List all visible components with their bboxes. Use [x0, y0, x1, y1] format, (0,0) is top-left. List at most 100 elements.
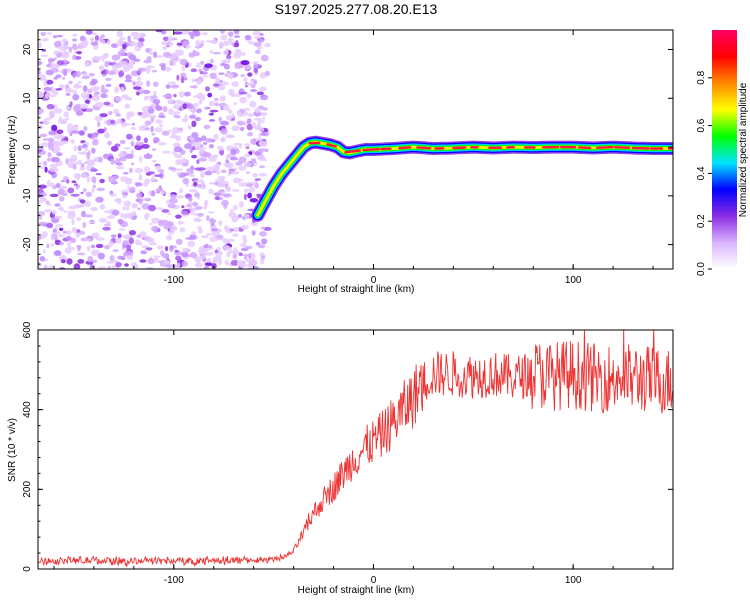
noise-blob	[212, 38, 218, 45]
noise-blob	[206, 166, 215, 171]
noise-blob	[214, 163, 220, 170]
noise-blob	[204, 170, 213, 176]
noise-blob	[108, 111, 113, 116]
noise-blob	[189, 212, 195, 215]
noise-blob	[191, 78, 195, 83]
noise-blob	[232, 253, 238, 260]
noise-blob	[134, 33, 139, 38]
noise-blob	[231, 189, 240, 192]
noise-blob	[177, 220, 184, 225]
noise-blob	[141, 144, 150, 149]
noise-blob	[167, 212, 172, 216]
noise-blob	[125, 153, 134, 159]
noise-blob	[264, 42, 271, 48]
noise-blob	[209, 236, 218, 242]
noise-blob	[217, 79, 221, 85]
noise-blob	[208, 100, 215, 107]
spec-x-tick-label: -100	[164, 275, 184, 286]
noise-blob	[42, 197, 47, 202]
spec-y-tick-label: 10	[22, 92, 33, 104]
noise-blob	[86, 245, 91, 252]
noise-blob	[114, 143, 121, 147]
noise-blob	[246, 171, 250, 174]
noise-blob	[68, 46, 73, 53]
noise-blob	[156, 105, 163, 111]
noise-blob	[176, 172, 181, 176]
noise-blob	[79, 103, 89, 110]
noise-blob	[200, 40, 205, 44]
noise-blob	[160, 64, 166, 71]
noise-blob	[182, 177, 190, 185]
noise-blob	[232, 227, 240, 233]
noise-blob	[67, 241, 71, 248]
noise-blob	[197, 196, 201, 200]
noise-blob	[173, 31, 183, 35]
noise-blob	[123, 147, 131, 150]
noise-blob	[38, 148, 43, 153]
noise-blob	[124, 79, 133, 83]
noise-blob	[58, 116, 62, 121]
noise-blob	[49, 110, 55, 117]
noise-blob	[194, 262, 203, 268]
noise-blob	[245, 146, 250, 149]
noise-blob	[249, 258, 258, 266]
spectrogram-plot-area	[38, 30, 673, 269]
noise-blob	[60, 259, 66, 264]
noise-blob	[120, 176, 129, 182]
noise-blob	[206, 251, 214, 256]
noise-blob	[200, 172, 205, 179]
noise-blob	[133, 86, 142, 90]
noise-blob	[48, 264, 55, 269]
signal-peak	[577, 146, 592, 150]
noise-blob	[240, 224, 250, 230]
noise-blob	[54, 108, 63, 114]
noise-blob	[253, 79, 258, 85]
noise-blob	[124, 103, 130, 109]
noise-blob	[69, 210, 76, 217]
noise-blob	[209, 49, 213, 54]
noise-blob	[63, 111, 70, 118]
spectrogram-frame	[37, 29, 674, 270]
noise-blob	[95, 91, 100, 95]
noise-blob	[150, 190, 156, 197]
noise-blob	[231, 113, 235, 119]
noise-blob	[238, 156, 247, 164]
noise-blob	[258, 39, 265, 43]
noise-blob	[258, 140, 268, 148]
signal-peak	[362, 147, 381, 152]
noise-blob	[220, 34, 228, 41]
noise-blob	[83, 125, 88, 132]
noise-blob	[76, 252, 86, 256]
noise-blob	[107, 266, 111, 269]
noise-blob	[96, 237, 105, 241]
noise-blob	[251, 121, 256, 129]
noise-blob	[143, 153, 153, 160]
snr-x-tick-label: 0	[371, 575, 377, 586]
noise-blob	[92, 259, 98, 263]
noise-blob	[122, 206, 127, 211]
noise-blob	[145, 247, 153, 251]
noise-blob	[73, 183, 79, 186]
noise-blob	[212, 170, 217, 174]
noise-blob	[230, 148, 237, 156]
noise-blob	[118, 152, 125, 158]
noise-blob	[90, 244, 96, 249]
noise-blob	[54, 92, 59, 96]
noise-blob	[96, 121, 101, 128]
noise-blob	[151, 132, 156, 136]
noise-blob	[111, 43, 118, 48]
noise-blob	[209, 72, 217, 80]
noise-blob	[79, 166, 86, 171]
noise-blob	[204, 247, 209, 253]
noise-blob	[46, 243, 50, 249]
noise-blob	[205, 233, 213, 236]
noise-blob	[184, 77, 188, 81]
noise-blob	[204, 106, 211, 110]
noise-blob	[137, 111, 143, 116]
noise-blob	[50, 243, 55, 247]
noise-blob	[175, 159, 183, 166]
noise-blob	[202, 152, 212, 158]
noise-blob	[91, 166, 95, 170]
noise-blob	[246, 118, 252, 124]
noise-blob	[64, 247, 72, 254]
